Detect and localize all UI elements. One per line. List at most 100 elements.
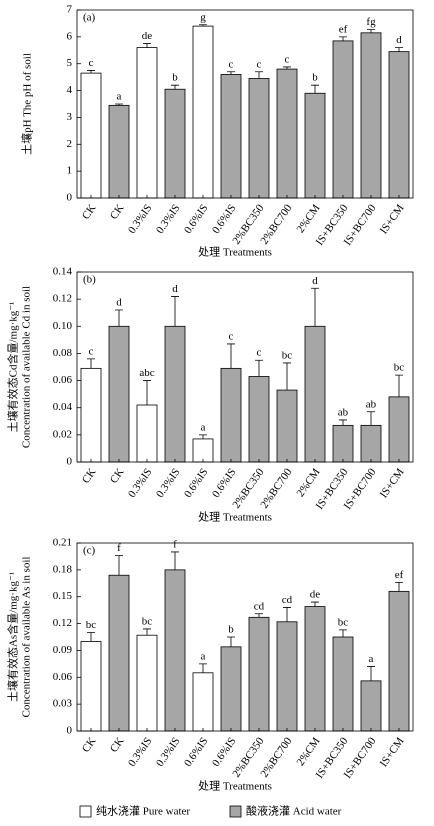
significance-letter: c [257, 347, 262, 359]
y-tick-label: 0.15 [53, 590, 73, 602]
error-bar [395, 374, 403, 397]
significance-letter: c [89, 345, 94, 357]
bar [164, 88, 186, 199]
bar [136, 47, 158, 199]
x-tick-label: IS+CM [378, 735, 407, 769]
significance-letter: c [229, 58, 234, 70]
bar [248, 78, 270, 199]
bar [164, 569, 186, 732]
error-bar [143, 380, 151, 405]
bar [388, 590, 410, 732]
error-bar [115, 555, 123, 576]
bar [164, 325, 186, 463]
bar [220, 646, 242, 732]
y-axis-title: 土壤pH The pH of soil [20, 53, 34, 155]
significance-letter: ab [366, 398, 377, 410]
y-axis-title: Concentration of available As in soil [21, 557, 33, 718]
error-bar [311, 287, 319, 327]
x-tick-label: IS+CM [378, 202, 407, 236]
error-bar [339, 629, 347, 637]
x-tick-label: CK [108, 202, 127, 221]
significance-letter: bc [142, 615, 153, 627]
y-tick-label: 0.21 [53, 537, 72, 549]
legend-swatch [79, 805, 92, 818]
bar [108, 325, 130, 463]
y-tick-label: 0.12 [53, 617, 72, 629]
bar [192, 25, 214, 199]
bar [192, 672, 214, 732]
x-tick-label: 0.3%IS [126, 735, 155, 769]
error-bar [395, 581, 403, 592]
bar [80, 367, 102, 463]
bar [388, 396, 410, 463]
significance-letter: ef [339, 23, 348, 35]
x-axis-title: 处理 Treatments [198, 246, 272, 259]
bar [80, 72, 102, 199]
error-bar [171, 296, 179, 327]
y-axis-title: 土壤有效态Cd含量/mg·kg⁻¹ [6, 302, 20, 433]
x-tick-label: 0.6%IS [210, 735, 239, 769]
significance-letter: cd [282, 594, 293, 606]
error-bar [199, 663, 207, 673]
significance-letter: a [117, 91, 122, 103]
error-bar [171, 551, 179, 570]
error-bar [227, 71, 235, 75]
significance-letter: c [89, 57, 94, 69]
x-tick-label: CK [80, 735, 99, 754]
error-bar [199, 434, 207, 439]
bar [220, 74, 242, 199]
x-axis-title: 处理 Treatments [198, 511, 272, 524]
x-tick-label: 0.3%IS [154, 466, 183, 500]
significance-letter: ef [395, 569, 404, 581]
y-tick-label: 2 [67, 138, 73, 150]
y-tick-label: 0.06 [53, 374, 73, 386]
y-tick-label: 0.14 [53, 266, 73, 278]
bar [108, 574, 130, 732]
y-tick-label: 0.18 [53, 563, 73, 575]
y-tick-label: 0.04 [53, 401, 73, 413]
x-tick-label: 0.6%IS [182, 735, 211, 769]
error-bar [339, 419, 347, 426]
error-bar [395, 47, 403, 52]
significance-letter: a [201, 650, 206, 662]
significance-letter: bc [338, 616, 349, 628]
error-bar [367, 29, 375, 33]
significance-letter: f [117, 542, 121, 554]
error-bar [255, 613, 263, 618]
error-bar [311, 84, 319, 94]
significance-letter: d [172, 283, 178, 295]
y-tick-label: 0.10 [53, 320, 73, 332]
y-tick-label: 6 [67, 30, 73, 42]
significance-letter: bc [86, 619, 97, 631]
y-tick-label: 0.08 [53, 347, 73, 359]
significance-letter: b [172, 72, 178, 84]
x-tick-label: 0.3%IS [126, 202, 155, 236]
y-tick-label: 3 [67, 111, 73, 123]
error-bar [171, 84, 179, 90]
bar [360, 680, 382, 732]
bar [360, 424, 382, 463]
y-tick-label: 0 [67, 725, 73, 737]
x-tick-label: CK [108, 466, 127, 485]
error-bar [283, 66, 291, 70]
x-tick-label: 0.6%IS [182, 466, 211, 500]
bar [276, 68, 298, 199]
error-bar [227, 343, 235, 369]
bar [332, 424, 354, 463]
error-bar [87, 632, 95, 642]
y-tick-label: 0.03 [53, 698, 73, 710]
bar [360, 32, 382, 199]
error-bar [115, 103, 123, 106]
significance-letter: b [312, 72, 318, 84]
x-tick-label: 0.3%IS [126, 466, 155, 500]
x-tick-label: 0.6%IS [210, 202, 239, 236]
bar [220, 367, 242, 463]
y-tick-label: 0 [67, 456, 73, 468]
significance-letter: a [201, 421, 206, 433]
x-axis-title: 处理 Treatments [198, 780, 272, 793]
bar [80, 641, 102, 732]
error-bar [255, 359, 263, 377]
x-tick-label: 0.6%IS [210, 466, 239, 500]
x-tick-label: 2%CM [294, 466, 322, 499]
plot-frame [76, 9, 414, 199]
